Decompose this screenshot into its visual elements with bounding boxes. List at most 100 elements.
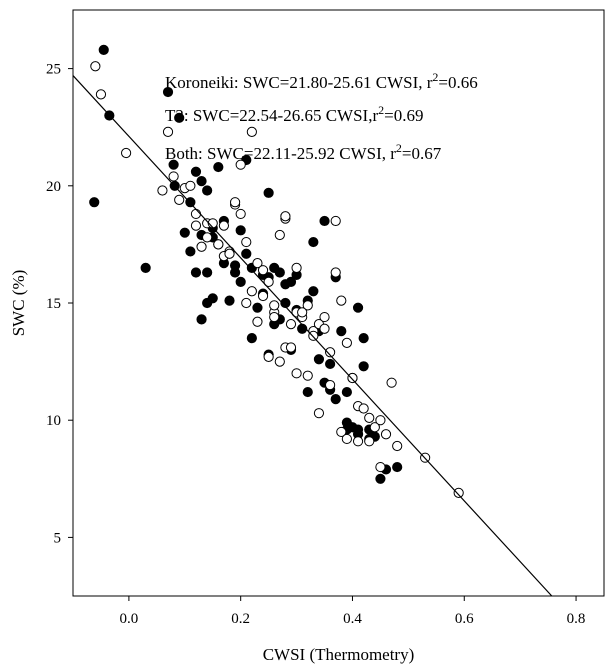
open-data-point xyxy=(274,356,285,367)
filled-data-point xyxy=(162,86,174,98)
open-data-point xyxy=(246,286,257,297)
filled-data-point xyxy=(319,215,330,227)
open-data-point xyxy=(90,61,101,72)
open-data-point xyxy=(218,220,230,231)
regression-line-group xyxy=(72,75,553,597)
open-data-point xyxy=(235,159,246,170)
open-data-point xyxy=(269,311,280,323)
open-data-point xyxy=(380,429,392,440)
filled-data-point xyxy=(352,302,364,313)
open-data-point xyxy=(252,258,263,269)
x-tick-label: 0.6 xyxy=(455,611,474,627)
open-data-point xyxy=(190,208,202,220)
open-data-point xyxy=(297,307,308,318)
filled-data-point xyxy=(224,295,235,306)
equation-annotation: T2: SWC=22.54-26.65 CWSI,r2=0.69 xyxy=(165,103,423,125)
filled-data-point xyxy=(285,276,297,288)
open-data-point xyxy=(269,300,280,311)
filled-data-point xyxy=(308,286,319,297)
open-data-point xyxy=(453,487,464,498)
open-data-point xyxy=(302,370,313,381)
open-data-point xyxy=(241,297,252,309)
filled-data-point xyxy=(202,185,213,196)
filled-data-point xyxy=(375,473,386,484)
open-data-point xyxy=(257,290,269,302)
open-data-point xyxy=(313,408,325,419)
open-data-point xyxy=(263,276,274,288)
filled-data-point xyxy=(336,326,347,337)
y-tick-label: 20 xyxy=(46,179,61,195)
open-data-point xyxy=(291,262,302,273)
filled-data-point xyxy=(358,333,369,344)
filled-data-point xyxy=(330,394,341,405)
filled-data-point xyxy=(269,262,280,273)
y-tick-label: 10 xyxy=(46,413,61,429)
open-data-point xyxy=(257,265,269,276)
filled-data-point xyxy=(140,262,151,273)
filled-data-point xyxy=(229,260,241,271)
filled-data-point xyxy=(202,297,213,309)
open-data-point xyxy=(302,300,313,311)
filled-data-point xyxy=(302,386,313,398)
x-tick-label: 0.2 xyxy=(231,611,250,627)
open-data-point xyxy=(174,194,185,205)
open-data-point xyxy=(285,318,297,330)
filled-data-point xyxy=(235,276,246,288)
regression-line xyxy=(72,75,553,597)
open-data-point xyxy=(336,295,347,306)
open-data-point xyxy=(369,422,380,433)
y-tick-label: 25 xyxy=(46,62,61,78)
open-data-point xyxy=(263,351,274,363)
open-data-point xyxy=(224,248,235,259)
filled-data-point xyxy=(308,236,319,248)
filled-data-point xyxy=(168,159,179,170)
open-data-point xyxy=(285,342,297,353)
equation-annotation: Koroneiki: SWC=21.80-25.61 CWSI, r2=0.66 xyxy=(165,70,478,92)
open-data-point xyxy=(185,180,196,191)
open-data-point xyxy=(157,185,168,196)
y-axis-title: SWC (%) xyxy=(9,270,28,337)
open-data-point xyxy=(358,403,369,414)
open-data-point xyxy=(364,436,375,447)
filled-data-point xyxy=(280,297,291,309)
open-data-point xyxy=(364,412,375,423)
filled-data-point xyxy=(325,358,336,370)
annotations: Koroneiki: SWC=21.80-25.61 CWSI, r2=0.66… xyxy=(165,70,478,163)
open-data-point xyxy=(375,415,386,426)
open-data-point xyxy=(319,323,330,334)
filled-data-point xyxy=(341,386,352,398)
y-tick-label: 5 xyxy=(54,530,62,546)
x-axis-title: CWSI (Thermometry) xyxy=(263,645,415,664)
filled-data-point xyxy=(196,314,207,325)
open-data-point xyxy=(347,372,358,384)
open-data-point xyxy=(202,232,213,243)
filled-data-point xyxy=(190,166,202,177)
open-data-point xyxy=(336,426,347,438)
open-data-point xyxy=(235,208,246,220)
x-tick-label: 0.0 xyxy=(120,611,139,627)
open-data-point xyxy=(252,316,263,327)
filled-data-point xyxy=(202,267,213,278)
open-data-point xyxy=(325,379,336,391)
filled-data-point xyxy=(392,461,403,473)
open-data-point xyxy=(196,241,207,252)
equation-annotation: Both: SWC=22.11-25.92 CWSI, r2=0.67 xyxy=(165,141,442,163)
filled-data-point xyxy=(190,267,202,278)
x-tick-label: 0.4 xyxy=(343,611,362,627)
filled-data-point xyxy=(235,225,246,236)
open-data-point xyxy=(330,215,341,227)
open-data-point xyxy=(121,147,132,159)
filled-data-point xyxy=(263,187,274,198)
x-tick-label: 0.8 xyxy=(567,611,586,627)
open-data-point xyxy=(392,440,403,452)
open-data-point xyxy=(352,436,364,447)
open-data-point xyxy=(190,220,202,231)
open-data-point xyxy=(341,433,352,445)
filled-data-point xyxy=(341,417,352,428)
open-data-point xyxy=(274,229,285,241)
y-tick-label: 15 xyxy=(46,296,61,312)
filled-data-point xyxy=(89,197,100,208)
open-data-point xyxy=(162,126,174,137)
filled-data-point xyxy=(174,112,185,123)
